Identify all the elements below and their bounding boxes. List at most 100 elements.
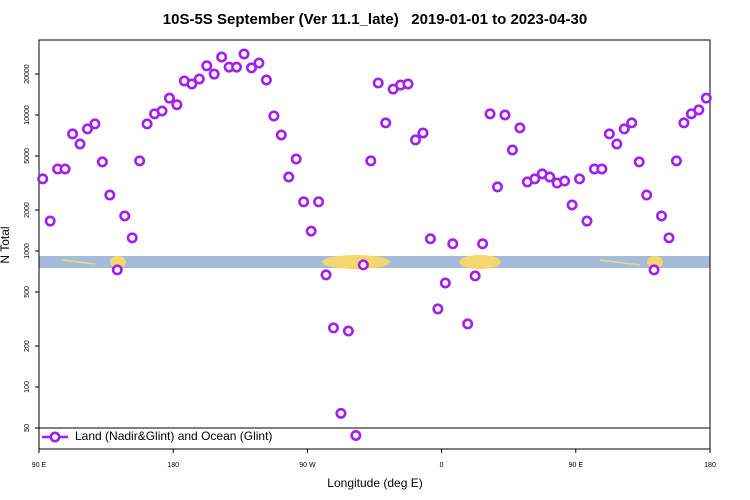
data-point <box>74 138 86 150</box>
data-point <box>327 322 339 334</box>
data-point <box>298 196 310 208</box>
data-point <box>618 123 630 135</box>
data-point <box>111 264 123 276</box>
legend-marker <box>49 431 61 443</box>
data-point <box>372 77 384 89</box>
data-point <box>477 238 489 250</box>
x-tick-label: 180 <box>167 462 179 469</box>
data-point <box>581 215 593 227</box>
data-point <box>633 156 645 168</box>
chart-title: 10S-5S September (Ver 11.1_late) 2019-01… <box>163 11 587 28</box>
data-point <box>559 175 571 187</box>
data-point <box>447 238 459 250</box>
y-tick-label: 500 <box>24 286 31 298</box>
x-tick-label: 180 <box>704 462 716 469</box>
data-point <box>506 144 518 156</box>
data-point <box>156 105 168 117</box>
data-point <box>432 303 444 315</box>
data-point <box>544 171 556 183</box>
data-point <box>201 60 213 72</box>
data-point <box>656 210 668 222</box>
data-point <box>596 163 608 175</box>
y-tick-label: 100 <box>24 381 31 393</box>
data-point <box>402 78 414 90</box>
y-tick-label: 5000 <box>24 148 31 164</box>
data-point <box>275 129 287 141</box>
data-point <box>67 128 79 140</box>
data-point <box>410 134 422 146</box>
data-point <box>163 92 175 104</box>
data-point <box>208 68 220 80</box>
plot-frame <box>38 39 711 450</box>
map-strip <box>39 255 710 269</box>
data-point <box>245 62 257 74</box>
data-point <box>611 138 623 150</box>
data-point <box>424 233 436 245</box>
data-point <box>335 407 347 419</box>
x-tick-label: 0 <box>440 462 444 469</box>
data-point <box>37 173 49 185</box>
data-point <box>44 215 56 227</box>
data-point <box>216 51 228 63</box>
data-point <box>320 269 332 281</box>
data-point <box>499 109 511 121</box>
data-point <box>193 73 205 85</box>
legend-label: Land (Nadir&Glint) and Ocean (Glint) <box>75 429 272 443</box>
data-point <box>283 171 295 183</box>
x-tick-label: 90 E <box>32 462 47 469</box>
x-tick-label: 90 E <box>569 462 584 469</box>
data-point <box>104 189 116 201</box>
data-point <box>365 155 377 167</box>
x-tick-label: 90 W <box>299 462 316 469</box>
data-point <box>357 259 369 271</box>
y-tick-label: 2000 <box>24 202 31 218</box>
data-point <box>81 123 93 135</box>
data-point <box>678 117 690 129</box>
data-point <box>380 117 392 129</box>
data-point <box>59 163 71 175</box>
x-axis-label: Longitude (deg E) <box>327 476 422 490</box>
data-point <box>529 173 541 185</box>
y-tick-label: 20000 <box>24 64 31 84</box>
data-point <box>469 270 481 282</box>
data-point <box>186 78 198 90</box>
y-tick-label: 10000 <box>24 105 31 125</box>
data-point <box>566 199 578 211</box>
data-point <box>305 225 317 237</box>
data-point <box>626 117 638 129</box>
data-point <box>126 232 138 244</box>
y-tick-label: 50 <box>24 424 31 432</box>
data-point <box>134 155 146 167</box>
data-point <box>492 181 504 193</box>
data-point <box>693 104 705 116</box>
data-point <box>238 48 250 60</box>
data-point <box>439 277 451 289</box>
data-point <box>350 429 362 441</box>
data-point <box>417 127 429 139</box>
data-point <box>96 156 108 168</box>
data-point <box>89 118 101 130</box>
data-point <box>700 92 712 104</box>
data-point <box>342 325 354 337</box>
data-point <box>141 118 153 130</box>
y-axis-label: N Total <box>0 226 12 263</box>
data-point <box>641 189 653 201</box>
data-point <box>290 153 302 165</box>
data-point <box>663 232 675 244</box>
data-point <box>119 210 131 222</box>
data-point <box>670 155 682 167</box>
y-tick-label: 1000 <box>24 243 31 259</box>
data-point <box>514 122 526 134</box>
data-point <box>260 74 272 86</box>
data-point <box>268 110 280 122</box>
data-point <box>574 173 586 185</box>
data-point <box>603 128 615 140</box>
data-point <box>484 108 496 120</box>
data-point <box>313 196 325 208</box>
y-tick-label: 200 <box>24 340 31 352</box>
data-point <box>462 318 474 330</box>
data-point <box>171 99 183 111</box>
data-point <box>253 57 265 69</box>
data-point <box>231 61 243 73</box>
